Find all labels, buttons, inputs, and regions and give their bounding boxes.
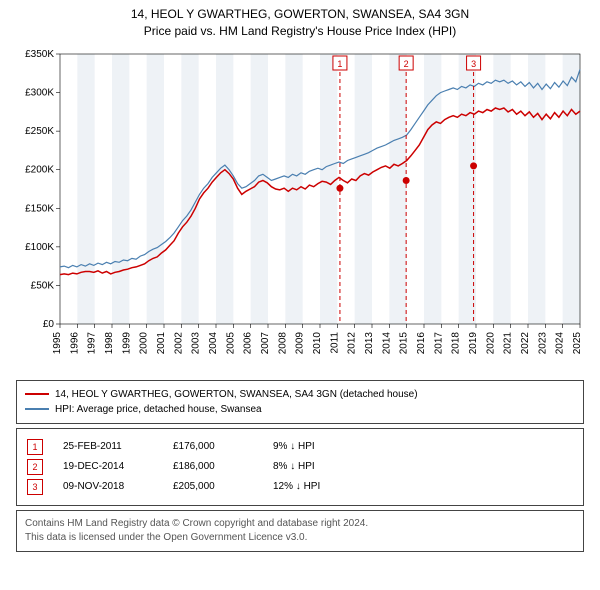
sale-marker-icon: 3	[27, 479, 43, 495]
svg-text:2021: 2021	[503, 331, 514, 354]
svg-text:1999: 1999	[121, 331, 132, 354]
title-block: 14, HEOL Y GWARTHEG, GOWERTON, SWANSEA, …	[0, 0, 600, 44]
svg-text:2018: 2018	[451, 331, 462, 354]
sale-date: 09-NOV-2018	[63, 477, 153, 497]
legend-swatch	[25, 408, 49, 410]
svg-text:£100K: £100K	[25, 241, 54, 252]
sale-row: 1 25-FEB-2011 £176,000 9% ↓ HPI	[27, 437, 573, 457]
svg-text:2005: 2005	[225, 331, 236, 354]
footer: Contains HM Land Registry data © Crown c…	[16, 510, 584, 552]
svg-text:£300K: £300K	[25, 87, 54, 98]
legend-row: HPI: Average price, detached house, Swan…	[25, 402, 575, 417]
svg-text:£200K: £200K	[25, 164, 54, 175]
svg-text:2001: 2001	[156, 331, 167, 354]
svg-text:2009: 2009	[295, 331, 306, 354]
svg-text:£350K: £350K	[25, 49, 54, 60]
svg-text:2015: 2015	[399, 331, 410, 354]
footer-line: This data is licensed under the Open Gov…	[25, 531, 575, 545]
chart-svg: £0 £50K £100K £150K £200K £250K £300K £350K 1995…	[10, 44, 590, 374]
sale-diff: 9% ↓ HPI	[273, 437, 353, 457]
legend-row: 14, HEOL Y GWARTHEG, GOWERTON, SWANSEA, …	[25, 387, 575, 402]
chart: £0 £50K £100K £150K £200K £250K £300K £350K 1995…	[10, 44, 590, 374]
sale-row: 2 19-DEC-2014 £186,000 8% ↓ HPI	[27, 457, 573, 477]
legend-label: HPI: Average price, detached house, Swan…	[55, 402, 262, 417]
svg-text:2006: 2006	[243, 331, 254, 354]
svg-text:£50K: £50K	[31, 280, 55, 291]
svg-text:2003: 2003	[191, 331, 202, 354]
svg-text:2: 2	[404, 59, 409, 69]
legend: 14, HEOL Y GWARTHEG, GOWERTON, SWANSEA, …	[16, 380, 584, 424]
svg-text:2019: 2019	[468, 331, 479, 354]
svg-text:2008: 2008	[277, 331, 288, 354]
svg-text:2012: 2012	[347, 331, 358, 354]
svg-text:1997: 1997	[87, 331, 98, 354]
svg-text:2016: 2016	[416, 331, 427, 354]
svg-text:1: 1	[337, 59, 342, 69]
svg-text:2000: 2000	[139, 331, 150, 354]
svg-text:2025: 2025	[572, 331, 583, 354]
svg-text:1998: 1998	[104, 331, 115, 354]
sale-date: 25-FEB-2011	[63, 437, 153, 457]
sale-row: 3 09-NOV-2018 £205,000 12% ↓ HPI	[27, 477, 573, 497]
sale-marker-icon: 1	[27, 439, 43, 455]
legend-label: 14, HEOL Y GWARTHEG, GOWERTON, SWANSEA, …	[55, 387, 418, 402]
svg-text:2023: 2023	[537, 331, 548, 354]
svg-text:2002: 2002	[173, 331, 184, 354]
svg-text:2024: 2024	[555, 331, 566, 354]
sale-price: £186,000	[173, 457, 253, 477]
footer-line: Contains HM Land Registry data © Crown c…	[25, 517, 575, 531]
svg-text:£150K: £150K	[25, 203, 54, 214]
title-address: 14, HEOL Y GWARTHEG, GOWERTON, SWANSEA, …	[10, 6, 590, 23]
svg-text:£0: £0	[43, 319, 55, 330]
svg-text:2004: 2004	[208, 331, 219, 354]
svg-text:1996: 1996	[69, 331, 80, 354]
svg-text:2013: 2013	[364, 331, 375, 354]
svg-text:2010: 2010	[312, 331, 323, 354]
svg-text:£250K: £250K	[25, 126, 54, 137]
sale-price: £176,000	[173, 437, 253, 457]
svg-text:2022: 2022	[520, 331, 531, 354]
svg-text:2011: 2011	[329, 331, 340, 353]
sale-price: £205,000	[173, 477, 253, 497]
title-subtitle: Price paid vs. HM Land Registry's House …	[10, 23, 590, 40]
svg-text:2014: 2014	[381, 331, 392, 354]
svg-text:1995: 1995	[52, 331, 63, 354]
legend-swatch	[25, 393, 49, 395]
sale-marker-icon: 2	[27, 459, 43, 475]
svg-text:2020: 2020	[485, 331, 496, 354]
svg-text:2017: 2017	[433, 331, 444, 354]
sales-table: 1 25-FEB-2011 £176,000 9% ↓ HPI 2 19-DEC…	[16, 428, 584, 506]
sale-diff: 12% ↓ HPI	[273, 477, 353, 497]
svg-text:2007: 2007	[260, 331, 271, 354]
page-container: 14, HEOL Y GWARTHEG, GOWERTON, SWANSEA, …	[0, 0, 600, 552]
sale-date: 19-DEC-2014	[63, 457, 153, 477]
sale-diff: 8% ↓ HPI	[273, 457, 353, 477]
svg-text:3: 3	[471, 59, 476, 69]
